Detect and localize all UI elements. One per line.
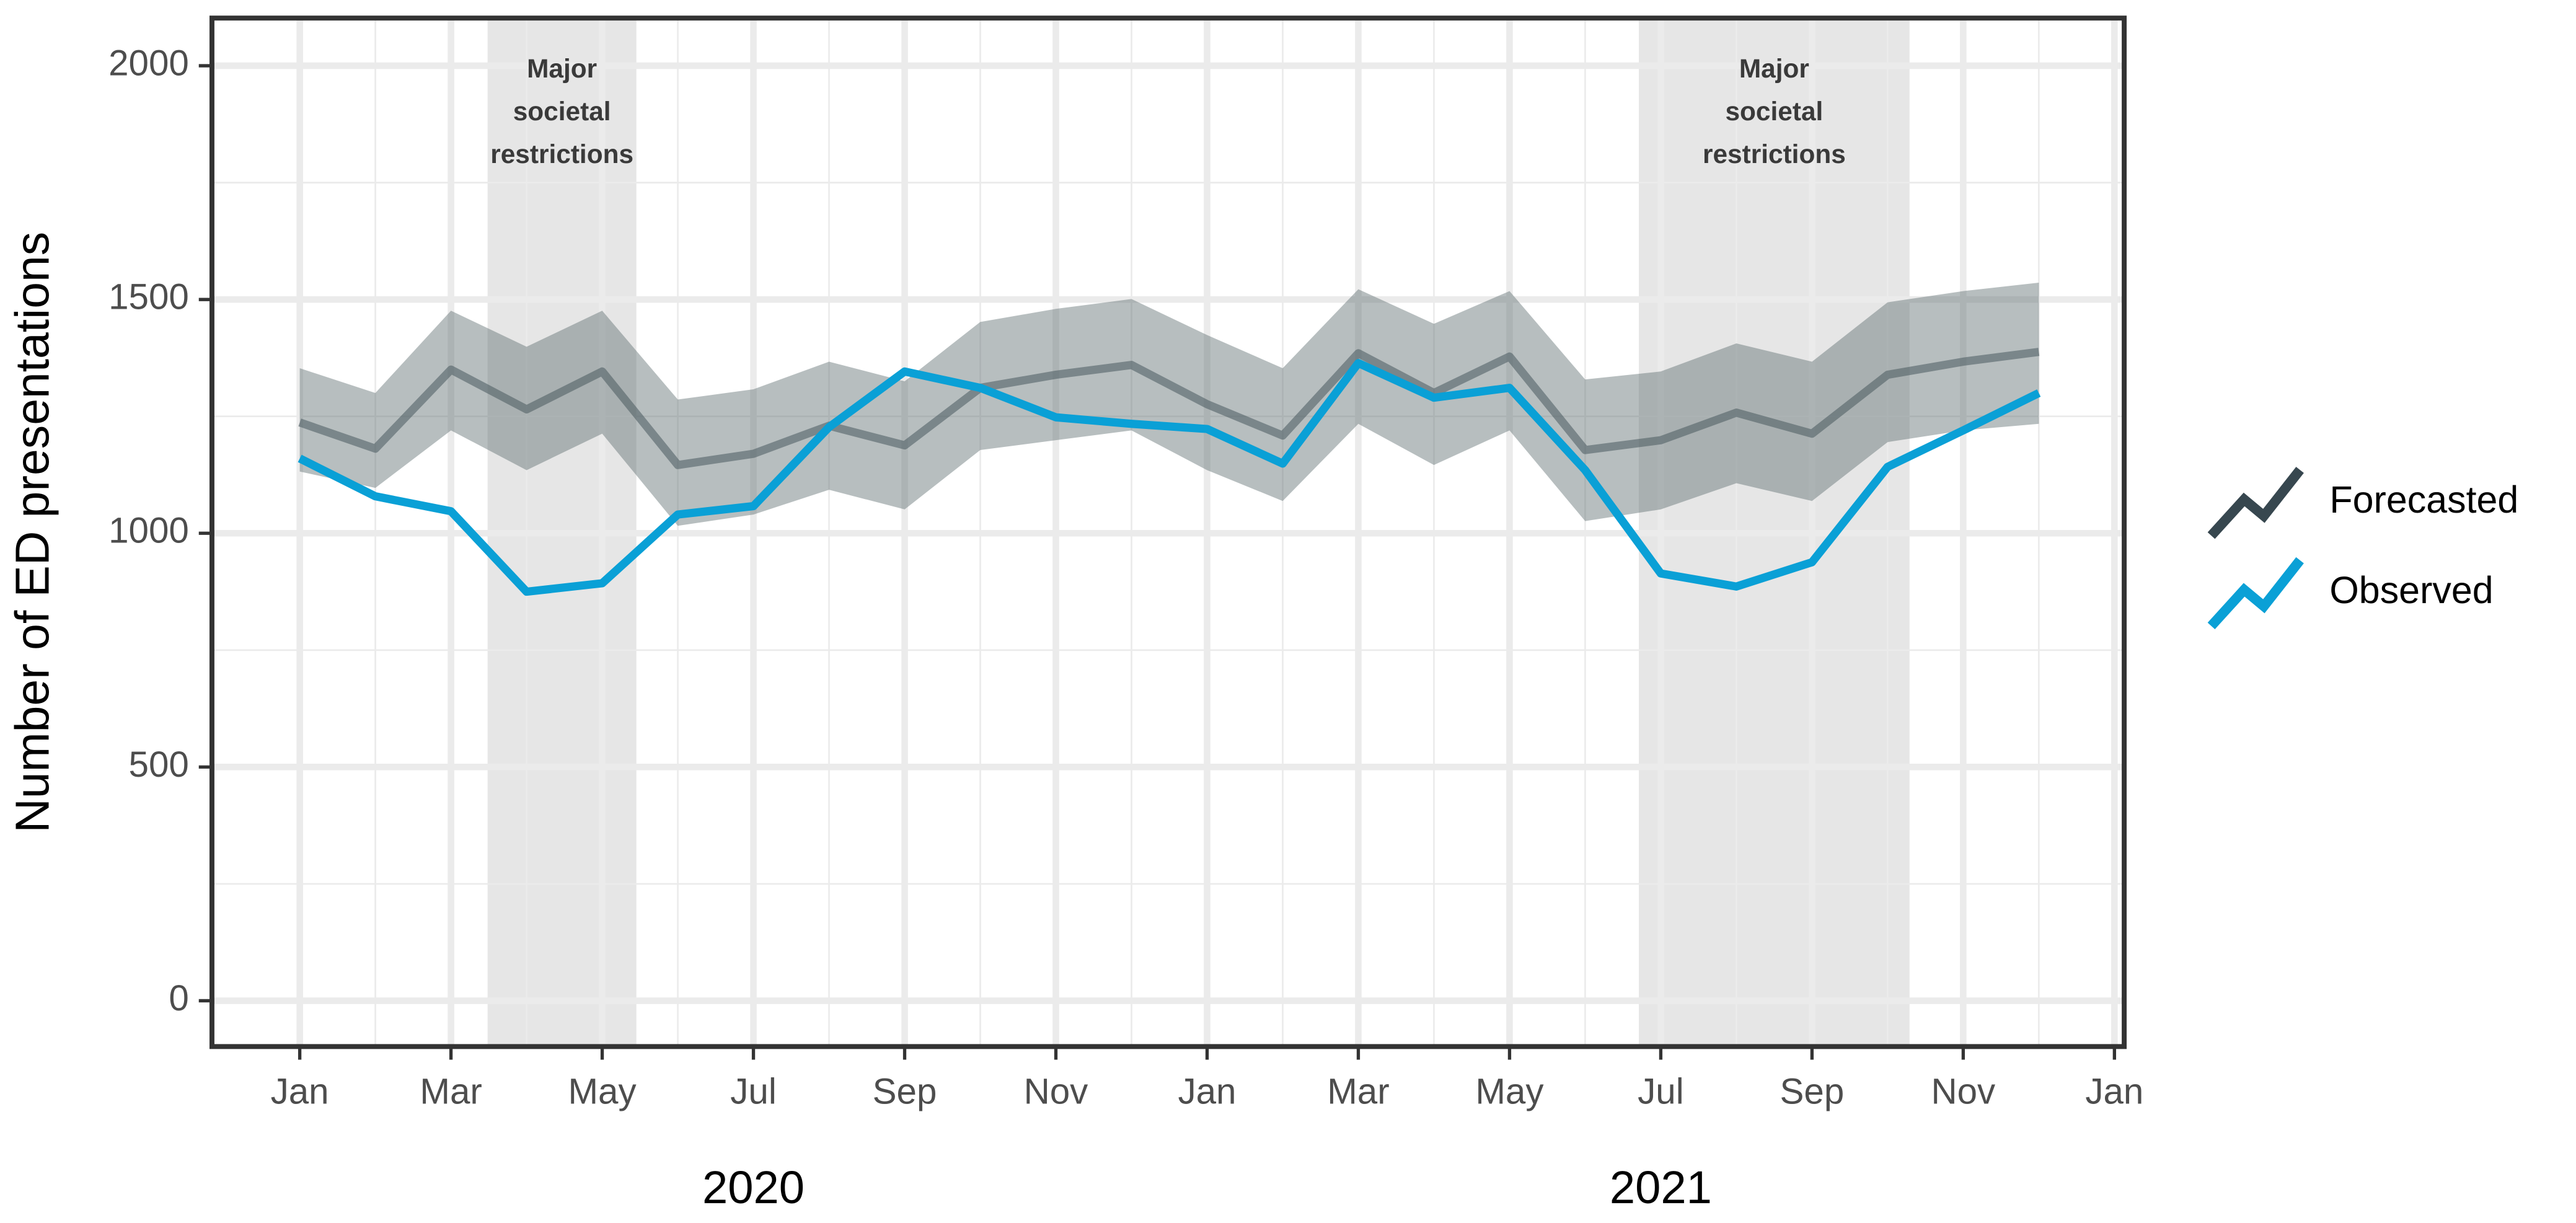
x-tick-label: Nov: [1024, 1072, 1088, 1112]
x-tick-label: Sep: [873, 1072, 937, 1112]
observed-line: [298, 359, 2041, 596]
x-year-label: 2020: [702, 1162, 805, 1213]
x-tick-label: Jul: [730, 1072, 777, 1112]
y-tick-label: 0: [169, 978, 188, 1018]
x-tick-label: Jan: [271, 1072, 329, 1112]
x-tick-label: Mar: [420, 1072, 482, 1112]
x-tick-label: May: [1475, 1072, 1544, 1112]
y-tick-label: 2000: [108, 43, 189, 83]
shaded-label: restrictions: [1703, 139, 1846, 169]
shaded-label: societal: [1725, 97, 1823, 126]
shaded-label: Major: [527, 54, 597, 83]
x-tick-label: Sep: [1780, 1072, 1845, 1112]
forecast-band: [299, 283, 2039, 526]
shaded-label: Major: [1739, 54, 1809, 83]
x-tick-label: Jul: [1638, 1072, 1684, 1112]
x-tick-label: Nov: [1931, 1072, 1996, 1112]
x-tick-label: Mar: [1327, 1072, 1389, 1112]
shaded-label: restrictions: [490, 139, 633, 169]
x-tick-label: Jan: [2085, 1072, 2143, 1112]
plot-frame: [209, 15, 2127, 1049]
x-tick-label: May: [568, 1072, 637, 1112]
legend-swatch: [2207, 467, 2304, 539]
forecast-line: [298, 348, 2040, 469]
y-axis-title: Number of ED presentations: [6, 232, 60, 833]
legend-swatch: [2207, 557, 2304, 630]
shaded-label: societal: [513, 97, 611, 126]
y-tick-label: 500: [129, 744, 189, 785]
legend-label: Forecasted: [2329, 479, 2518, 521]
legend-label: Observed: [2329, 569, 2493, 611]
x-tick-label: Jan: [1178, 1072, 1236, 1112]
y-tick-label: 1000: [108, 511, 189, 551]
x-year-label: 2021: [1610, 1162, 1712, 1213]
y-tick-label: 1500: [108, 277, 189, 317]
